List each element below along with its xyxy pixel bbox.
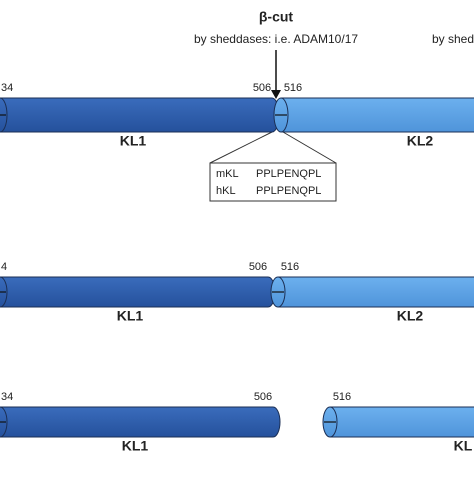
domain-label: KL1 — [122, 438, 149, 454]
cylinder — [329, 406, 474, 438]
cut-subtitle: by sheddases: i.e. ADAM10/17 — [194, 32, 358, 46]
position-label: 506 — [253, 82, 271, 94]
arrow-head — [271, 90, 281, 99]
cylinder — [277, 276, 474, 308]
domain-label: KL2 — [397, 308, 424, 324]
species: mKL — [216, 168, 239, 180]
position-label: 506 — [254, 391, 272, 403]
cylinder — [0, 97, 280, 133]
sequence: PPLPENQPL — [256, 168, 321, 180]
cylinder — [280, 97, 474, 133]
position-label: 4 — [1, 261, 7, 273]
position-label: 516 — [281, 261, 299, 273]
cut-title: β-cut — [259, 9, 294, 25]
connector — [282, 131, 337, 164]
connector — [209, 131, 273, 164]
seq-box: mKL PPLPENQPL hKL PPLPENQPL — [209, 131, 337, 202]
domain-label: KL1 — [120, 133, 147, 149]
species: hKL — [216, 185, 236, 197]
position-label: 34 — [1, 82, 13, 94]
position-label: 506 — [249, 261, 267, 273]
sequence: PPLPENQPL — [256, 185, 321, 197]
position-label: 516 — [333, 391, 351, 403]
cut-subtitle-right: by shed — [432, 32, 474, 46]
domain-label: KL — [454, 438, 473, 454]
rows: 34 506 516 KL1 KL2 4 506 516 KL1 KL2 34 506 516 KL1 KL — [0, 82, 474, 454]
domain-label: KL2 — [407, 133, 434, 149]
cylinder — [0, 406, 281, 438]
cut-header: β-cut by sheddases: i.e. ADAM10/17 by sh… — [194, 9, 474, 99]
box — [209, 162, 337, 202]
cylinder — [0, 276, 276, 308]
domain-label: KL1 — [117, 308, 144, 324]
position-label: 516 — [284, 82, 302, 94]
position-label: 34 — [1, 391, 13, 403]
